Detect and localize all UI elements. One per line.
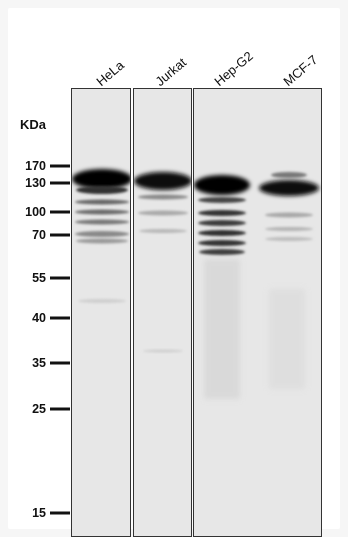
- unit-label: KDa: [20, 117, 47, 132]
- blot-lane-jurkat-bands: [134, 172, 191, 353]
- marker-tick-70: [50, 233, 70, 237]
- marker-label-130: 130: [25, 176, 46, 190]
- blot-lane-hepg2-mcf7-bands: [194, 172, 319, 399]
- marker-tick-15: [50, 511, 70, 515]
- marker-tick-170: [50, 164, 70, 168]
- marker-label-15: 15: [32, 506, 46, 520]
- marker-label-170: 170: [25, 159, 46, 173]
- blot-panel-hepg2-mcf7: [193, 88, 322, 537]
- marker-tick-35: [50, 361, 70, 365]
- marker-label-55: 55: [32, 271, 46, 285]
- marker-label-70: 70: [32, 228, 46, 242]
- marker-label-40: 40: [32, 311, 46, 325]
- blot-panel-hela: [71, 88, 131, 537]
- marker-label-35: 35: [32, 356, 46, 370]
- marker-tick-130: [50, 181, 70, 185]
- marker-tick-55: [50, 276, 70, 280]
- marker-tick-25: [50, 407, 70, 411]
- marker-tick-100: [50, 210, 70, 214]
- marker-label-25: 25: [32, 402, 46, 416]
- marker-label-100: 100: [25, 205, 46, 219]
- blot-panel-jurkat: [133, 88, 192, 537]
- blot-lane-hela-bands: [72, 169, 130, 303]
- marker-tick-40: [50, 316, 70, 320]
